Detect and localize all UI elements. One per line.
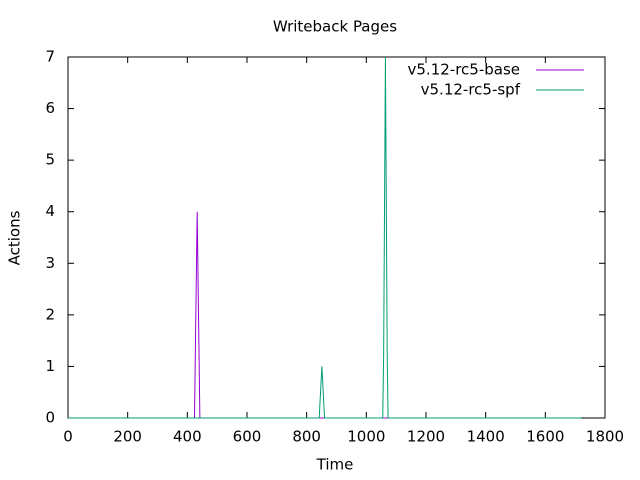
y-tick-label: 0 bbox=[45, 409, 55, 427]
x-tick-label: 1200 bbox=[407, 428, 445, 446]
x-tick-label: 1800 bbox=[586, 428, 624, 446]
x-axis-label: Time bbox=[316, 456, 354, 474]
plot-frame bbox=[67, 56, 606, 419]
x-tick-label: 0 bbox=[63, 428, 73, 446]
series-line bbox=[68, 56, 582, 419]
legend-label: v5.12-rc5-spf bbox=[421, 81, 521, 99]
series-line bbox=[68, 211, 582, 419]
y-axis-label: Actions bbox=[6, 210, 24, 265]
x-tick-label: 1400 bbox=[467, 428, 505, 446]
x-tick-label: 200 bbox=[113, 428, 142, 446]
y-tick-label: 1 bbox=[45, 357, 55, 375]
legend-label: v5.12-rc5-base bbox=[408, 61, 521, 79]
y-tick-label: 2 bbox=[45, 305, 55, 323]
chart-title: Writeback Pages bbox=[273, 18, 397, 36]
x-tick-label: 400 bbox=[173, 428, 202, 446]
y-tick-label: 3 bbox=[45, 254, 55, 272]
x-tick-label: 1600 bbox=[526, 428, 564, 446]
x-tick-label: 600 bbox=[233, 428, 262, 446]
y-tick-label: 7 bbox=[45, 48, 55, 66]
y-tick-label: 4 bbox=[45, 202, 55, 220]
y-tick-label: 6 bbox=[45, 99, 55, 117]
x-tick-label: 800 bbox=[292, 428, 321, 446]
y-tick-label: 5 bbox=[45, 151, 55, 169]
x-tick-label: 1000 bbox=[347, 428, 385, 446]
